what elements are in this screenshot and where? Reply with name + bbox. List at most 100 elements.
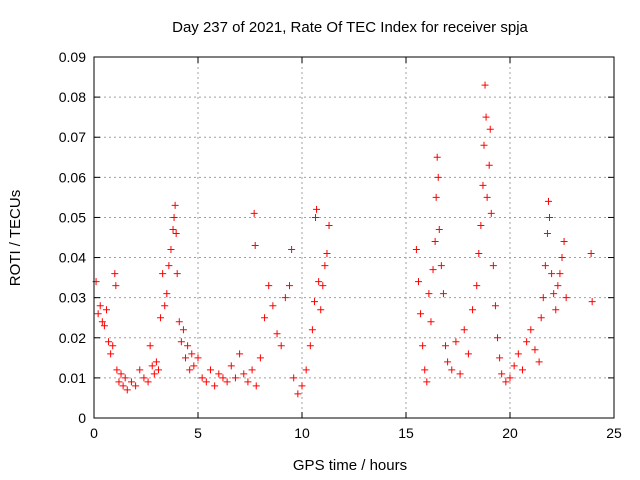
data-point xyxy=(417,310,425,318)
data-point xyxy=(464,350,472,358)
data-point xyxy=(154,366,162,374)
data-point xyxy=(127,378,135,386)
data-point xyxy=(96,302,104,310)
data-point xyxy=(489,262,497,270)
data-point xyxy=(539,294,547,302)
data-point xyxy=(132,382,140,390)
data-point xyxy=(554,282,562,290)
data-point xyxy=(452,338,460,346)
data-point xyxy=(448,366,456,374)
x-tick-label: 10 xyxy=(294,425,310,441)
data-point xyxy=(179,326,187,334)
data-point xyxy=(325,221,333,229)
data-point xyxy=(256,354,264,362)
data-point xyxy=(167,246,175,254)
data-point xyxy=(421,366,429,374)
data-point xyxy=(163,290,171,298)
data-point xyxy=(198,374,206,382)
data-point xyxy=(587,250,595,258)
data-point xyxy=(487,209,495,217)
data-point xyxy=(419,342,427,350)
data-point xyxy=(302,366,310,374)
data-point xyxy=(469,306,477,314)
data-point xyxy=(433,153,441,161)
data-point xyxy=(136,366,144,374)
data-point xyxy=(435,225,443,233)
data-point xyxy=(323,250,331,258)
data-point xyxy=(431,238,439,246)
data-point xyxy=(240,370,248,378)
data-point xyxy=(310,298,318,306)
data-point xyxy=(250,209,258,217)
y-tick-label: 0.02 xyxy=(59,330,86,346)
data-point xyxy=(117,370,125,378)
data-point xyxy=(261,314,269,322)
data-point xyxy=(123,386,131,394)
data-point xyxy=(251,242,259,250)
data-point xyxy=(172,229,180,237)
data-point xyxy=(236,350,244,358)
data-point xyxy=(541,262,549,270)
data-point xyxy=(175,318,183,326)
data-point xyxy=(219,374,227,382)
data-point xyxy=(425,290,433,298)
data-point xyxy=(177,338,185,346)
data-point xyxy=(510,362,518,370)
data-point xyxy=(315,278,323,286)
data-point xyxy=(152,358,160,366)
data-point xyxy=(498,370,506,378)
data-point xyxy=(150,370,158,378)
data-point xyxy=(486,125,494,133)
data-point xyxy=(306,342,314,350)
data-point xyxy=(518,366,526,374)
y-tick-label: 0.06 xyxy=(59,169,86,185)
data-point xyxy=(558,254,566,262)
y-tick-label: 0.08 xyxy=(59,89,86,105)
data-point xyxy=(550,290,558,298)
data-point xyxy=(211,382,219,390)
data-point xyxy=(480,141,488,149)
data-point xyxy=(140,374,148,382)
data-point xyxy=(312,213,320,221)
data-point xyxy=(482,113,490,121)
data-point xyxy=(432,193,440,201)
y-tick-label: 0.03 xyxy=(59,290,86,306)
data-point xyxy=(188,350,196,358)
data-point xyxy=(477,221,485,229)
data-point xyxy=(535,358,543,366)
data-point xyxy=(562,294,570,302)
y-tick-label: 0.01 xyxy=(59,370,86,386)
data-point xyxy=(105,338,113,346)
data-point xyxy=(546,213,554,221)
data-point xyxy=(202,378,210,386)
data-point xyxy=(506,374,514,382)
data-point xyxy=(157,314,165,322)
data-point xyxy=(121,374,129,382)
data-point xyxy=(182,354,190,362)
data-point xyxy=(531,346,539,354)
data-point xyxy=(173,270,181,278)
data-point xyxy=(543,229,551,237)
data-point xyxy=(308,326,316,334)
data-point xyxy=(144,378,152,386)
data-point xyxy=(148,362,156,370)
data-point xyxy=(319,282,327,290)
data-point xyxy=(194,354,202,362)
chart-title: Day 237 of 2021, Rate Of TEC Index for r… xyxy=(172,19,528,36)
data-point xyxy=(429,266,437,274)
data-point xyxy=(115,378,123,386)
data-point xyxy=(321,262,329,270)
data-point xyxy=(556,270,564,278)
data-point xyxy=(161,302,169,310)
data-point xyxy=(109,342,117,350)
data-point xyxy=(294,390,302,398)
x-tick-label: 5 xyxy=(194,425,202,441)
data-point xyxy=(527,326,535,334)
x-tick-label: 20 xyxy=(502,425,518,441)
data-point xyxy=(481,81,489,89)
data-point xyxy=(290,374,298,382)
data-point xyxy=(223,378,231,386)
x-axis-title: GPS time / hours xyxy=(293,457,407,474)
grid-lines xyxy=(94,57,614,418)
